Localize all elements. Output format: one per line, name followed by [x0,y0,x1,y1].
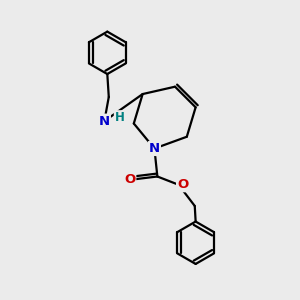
Text: N: N [99,115,110,128]
Text: H: H [115,111,124,124]
Text: O: O [124,173,135,186]
Text: O: O [177,178,188,191]
Text: N: N [149,142,160,155]
